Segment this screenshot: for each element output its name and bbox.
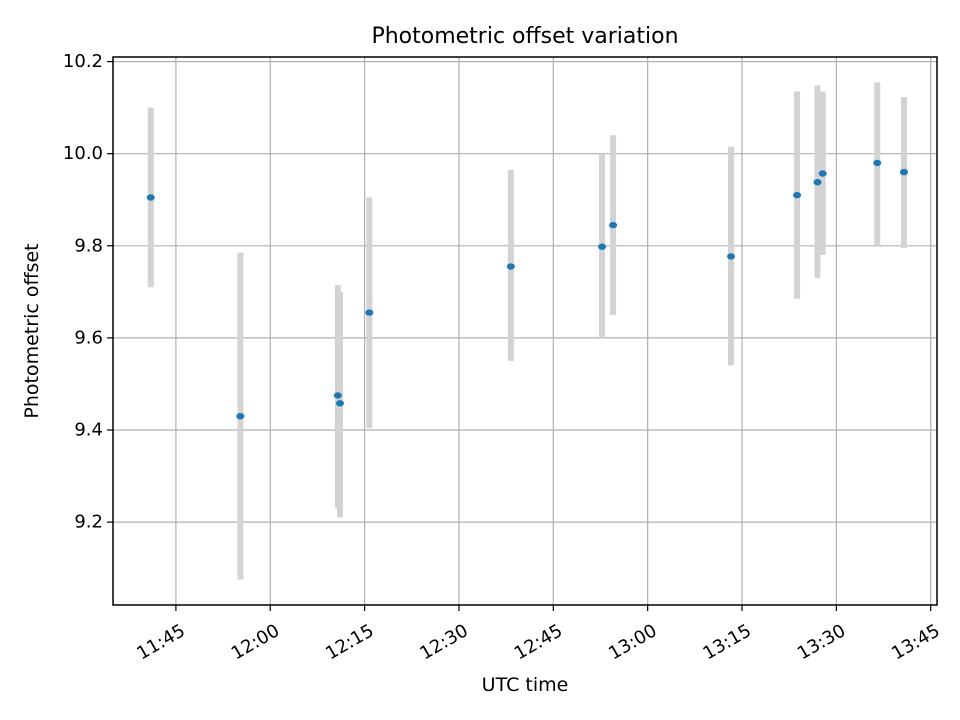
x-tick-label: 12:45	[511, 620, 566, 664]
error-bars	[147, 82, 907, 580]
data-point	[727, 253, 735, 260]
y-tick-label: 9.4	[74, 420, 103, 441]
x-tick-label: 13:45	[888, 620, 943, 664]
y-axis-ticks: 9.2 9.4 9.6 9.8 10.0 10.2	[63, 51, 113, 533]
plot-frame	[112, 56, 938, 606]
x-axis-label: UTC time	[482, 674, 569, 696]
grid-lines	[113, 57, 937, 605]
x-tick-label: 12:15	[322, 620, 377, 664]
x-tick-label: 13:00	[605, 620, 660, 664]
data-point	[333, 392, 342, 399]
y-axis-label: Photometric offset	[21, 243, 43, 418]
y-tick-label: 9.8	[74, 235, 103, 256]
y-tick-label: 9.6	[74, 327, 103, 348]
data-point	[146, 194, 155, 201]
y-tick-label: 10.2	[63, 51, 103, 72]
data-point	[818, 170, 827, 177]
data-point	[899, 168, 908, 176]
x-axis-ticks: 11:45 12:00 12:15 12:30 12:45 13:00 13:15 13:30…	[133, 605, 944, 664]
data-point	[365, 309, 374, 316]
data-point	[335, 400, 344, 407]
x-tick-label: 13:15	[699, 620, 754, 664]
data-point	[873, 159, 882, 167]
chart-title: Photometric offset variation	[371, 24, 678, 49]
data-point	[813, 179, 822, 186]
data-point	[236, 412, 245, 420]
x-tick-label: 12:00	[228, 620, 283, 664]
data-point	[793, 191, 802, 199]
x-tick-label: 12:30	[416, 620, 471, 664]
y-tick-label: 10.0	[63, 143, 103, 164]
x-tick-label: 11:45	[133, 620, 188, 664]
x-tick-label: 13:30	[794, 620, 849, 664]
data-point	[609, 221, 618, 229]
data-point	[598, 243, 607, 250]
y-tick-label: 9.2	[74, 512, 103, 533]
data-point	[506, 263, 515, 270]
data-points	[146, 159, 908, 420]
